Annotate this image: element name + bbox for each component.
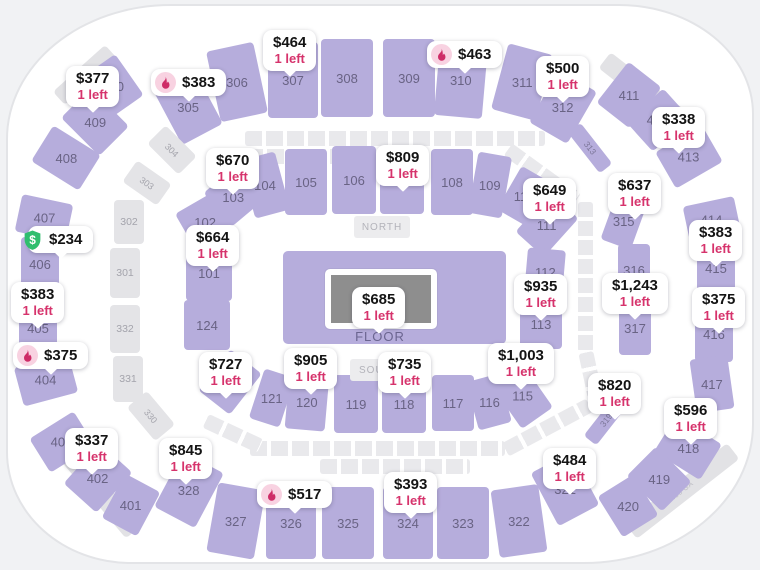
tooltip-383-section414[interactable]: $383 1 left: [689, 220, 743, 261]
suite-boxes-top: [245, 131, 545, 146]
tooltip-517-fire-section326[interactable]: $517: [257, 481, 333, 508]
section-108[interactable]: 108: [431, 149, 473, 215]
tooltip-685-floor[interactable]: $685 1 left: [352, 287, 406, 328]
section-105[interactable]: 105: [285, 149, 327, 215]
section-332: 332: [110, 305, 140, 353]
tooltip-338-section413[interactable]: $338 1 left: [652, 107, 706, 148]
tooltip-375-fire-section404[interactable]: $375: [13, 342, 89, 369]
floor-label: FLOOR: [355, 329, 405, 344]
fire-icon: [261, 484, 282, 505]
tooltip-377-section409[interactable]: $377 1 left: [66, 66, 120, 107]
tooltip-905-section120[interactable]: $905 1 left: [284, 348, 338, 389]
tooltip-383-section405[interactable]: $383 1 left: [11, 282, 65, 323]
tooltip-464-section307[interactable]: $464 1 left: [263, 30, 317, 71]
tooltip-383-fire-section305[interactable]: $383: [151, 69, 227, 96]
tooltip-809-section107[interactable]: $809 1 left: [376, 145, 430, 186]
tooltip-484-section321[interactable]: $484 1 left: [543, 448, 597, 489]
tooltip-735-section118[interactable]: $735 1 left: [378, 352, 432, 393]
tooltip-664-section101[interactable]: $664 1 left: [186, 225, 240, 266]
section-302: 302: [114, 200, 144, 244]
tooltip-845-section328[interactable]: $845 1 left: [159, 438, 213, 479]
tooltip-1243-section317[interactable]: $1,243 1 left: [602, 273, 668, 314]
tooltip-670-section103[interactable]: $670 1 left: [206, 148, 260, 189]
suite-boxes-bottom-row2: [320, 459, 470, 474]
tooltip-935-section113[interactable]: $935 1 left: [514, 274, 568, 315]
tooltip-637-section315[interactable]: $637 1 left: [608, 173, 662, 214]
section-322[interactable]: 322: [490, 483, 548, 559]
fire-icon: [155, 72, 176, 93]
deal-shield-icon: $: [22, 229, 43, 250]
north-marker: NORTH: [354, 216, 410, 238]
tooltip-649-section111[interactable]: $649 1 left: [523, 178, 577, 219]
tooltip-393-section324[interactable]: $393 1 left: [384, 472, 438, 513]
tooltip-1003-section115[interactable]: $1,003 1 left: [488, 343, 554, 384]
tooltip-375-section416[interactable]: $375 1 left: [692, 287, 746, 328]
tooltip-596-section418[interactable]: $596 1 left: [664, 398, 718, 439]
tooltip-820-section319[interactable]: $820 1 left: [588, 373, 642, 414]
tooltip-463-fire-section310[interactable]: $463: [427, 41, 503, 68]
tooltip-727-section122[interactable]: $727 1 left: [199, 352, 253, 393]
suite-boxes-bottom: [250, 441, 505, 456]
fire-icon: [17, 345, 38, 366]
suite-boxes-right: [578, 202, 593, 352]
section-124[interactable]: 124: [184, 300, 230, 350]
section-117[interactable]: 117: [432, 375, 474, 431]
svg-text:$: $: [29, 233, 36, 247]
tooltip-234-deal-section406[interactable]: $ $234: [24, 226, 94, 253]
tooltip-337-section402[interactable]: $337 1 left: [65, 428, 119, 469]
section-308[interactable]: 308: [321, 39, 373, 117]
section-323[interactable]: 323: [437, 487, 489, 559]
tooltip-500-section312[interactable]: $500 1 left: [536, 56, 590, 97]
section-331: 331: [113, 356, 143, 402]
section-119[interactable]: 119: [334, 375, 378, 433]
section-301: 301: [110, 248, 140, 298]
fire-icon: [431, 44, 452, 65]
section-106[interactable]: 106: [332, 146, 376, 214]
